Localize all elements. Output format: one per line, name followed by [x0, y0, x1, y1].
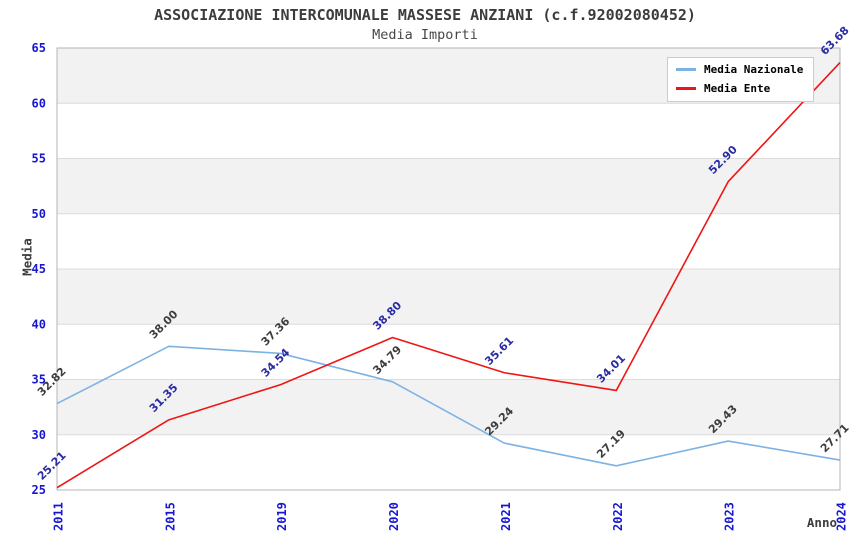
svg-text:2011: 2011: [52, 502, 66, 531]
legend-label-ente: Media Ente: [704, 82, 771, 95]
legend-label-nazionale: Media Nazionale: [704, 63, 804, 76]
y-axis-title: Media: [19, 238, 35, 276]
svg-text:35: 35: [32, 373, 46, 387]
x-axis-title: Anno: [806, 515, 837, 530]
svg-text:2020: 2020: [387, 502, 401, 531]
legend-item-media-nazionale[interactable]: Media Nazionale: [676, 63, 803, 76]
svg-text:2023: 2023: [723, 502, 737, 531]
svg-text:2015: 2015: [163, 502, 177, 531]
chart-subtitle: Media Importi: [372, 27, 478, 43]
svg-text:45: 45: [32, 262, 46, 276]
legend-line-sample-ente: [676, 87, 696, 90]
chart-title: ASSOCIAZIONE INTERCOMUNALE MASSESE ANZIA…: [154, 6, 696, 24]
svg-text:2019: 2019: [275, 502, 289, 531]
svg-text:34.79: 34.79: [371, 343, 405, 377]
svg-text:25: 25: [32, 483, 46, 497]
svg-text:34.54: 34.54: [259, 346, 293, 380]
svg-text:2022: 2022: [611, 502, 625, 531]
svg-text:55: 55: [32, 152, 46, 166]
svg-text:25.21: 25.21: [35, 449, 69, 483]
svg-text:65: 65: [32, 41, 46, 55]
legend-line-sample-nazionale: [676, 68, 696, 71]
svg-text:60: 60: [32, 96, 46, 110]
svg-text:30: 30: [32, 428, 46, 442]
legend-item-media-ente[interactable]: Media Ente: [676, 82, 803, 95]
svg-text:50: 50: [32, 207, 46, 221]
svg-text:40: 40: [32, 317, 46, 331]
svg-text:2024: 2024: [835, 502, 849, 531]
legend: Media Nazionale Media Ente: [667, 57, 815, 102]
svg-text:35.61: 35.61: [482, 334, 516, 368]
svg-text:2021: 2021: [499, 502, 513, 531]
